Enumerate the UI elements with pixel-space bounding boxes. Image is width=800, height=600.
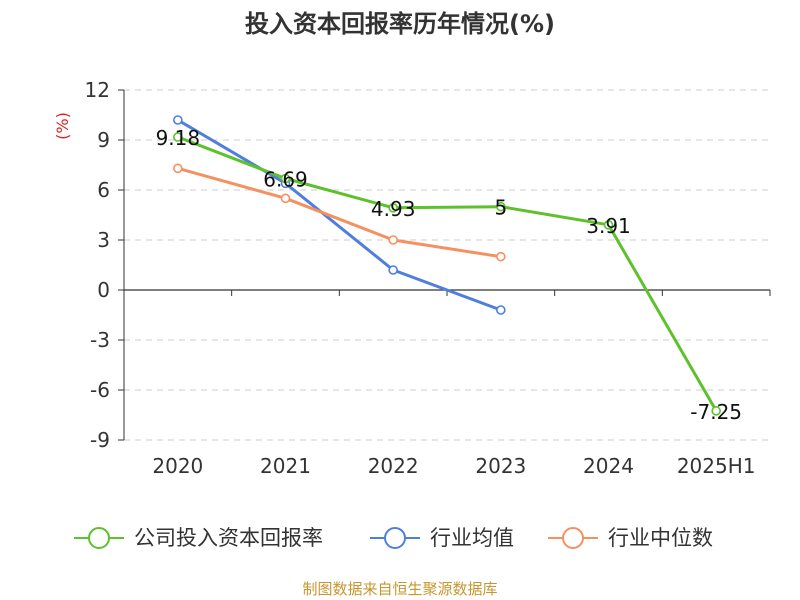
legend-marker [88, 527, 110, 549]
x-tick-label: 2022 [368, 454, 419, 478]
x-tick-label: 2024 [583, 454, 634, 478]
y-tick-label: 3 [97, 228, 110, 252]
grid [124, 89, 770, 441]
series-point-0 [711, 406, 721, 416]
legend: 公司投入资本回报率 行业均值 行业中位数 [74, 526, 713, 550]
legend-label: 行业均值 [430, 526, 514, 550]
y-tick-label: -6 [90, 378, 110, 402]
chart-title: 投入资本回报率历年情况(%) [245, 10, 555, 38]
series-line-0 [177, 135, 718, 412]
series-point-0 [496, 201, 506, 212]
legend-item: 公司投入资本回报率 [74, 526, 323, 550]
legend-label: 行业中位数 [608, 526, 713, 550]
legend-item: 行业均值 [370, 526, 514, 550]
data-label: 9.18 [156, 126, 201, 150]
series-point-0 [388, 203, 398, 213]
x-tick-label: 2025H1 [677, 454, 756, 478]
series-point-2 [280, 193, 291, 204]
y-tick-label: 12 [85, 78, 110, 102]
x-tick-label: 2020 [152, 454, 203, 478]
y-tick-label: 9 [97, 128, 110, 152]
series-point-2 [388, 235, 398, 245]
x-tick-label: 2021 [260, 454, 311, 478]
legend-label: 公司投入资本回报率 [134, 526, 323, 550]
series-point-2 [496, 251, 506, 262]
data-labels: 9.18 6.69 4.93 5 3.91 -7.25 [156, 126, 742, 424]
y-axis-unit: (%) [53, 112, 72, 140]
data-label: 5 [494, 196, 507, 220]
series-point-1 [496, 305, 506, 315]
series-point-1 [388, 265, 398, 275]
y-tick-label: -9 [90, 428, 110, 452]
y-tick-label: 6 [97, 178, 110, 202]
y-tick-label: -3 [90, 328, 110, 352]
series-point-0 [173, 132, 183, 142]
legend-marker [562, 527, 584, 549]
legend-marker [384, 527, 406, 549]
series-point-0 [280, 173, 291, 184]
series-line-2 [177, 166, 502, 259]
data-label: 3.91 [586, 214, 631, 238]
series-point-1 [173, 115, 183, 125]
series-line-1 [177, 118, 502, 312]
axes: 12 9 6 3 0 -3 -6 -9 2020 2021 2022 2023 2024 2025H1 [85, 78, 771, 478]
series-point-2 [173, 163, 183, 174]
source-note: 制图数据来自恒生聚源数据库 [302, 580, 497, 598]
legend-item: 行业中位数 [548, 526, 713, 550]
data-label: 6.69 [263, 168, 308, 192]
x-tick-label: 2023 [475, 454, 526, 478]
data-label: 4.93 [371, 197, 416, 221]
data-label: -7.25 [690, 400, 742, 424]
series-point-0 [603, 220, 614, 230]
series-layer [173, 115, 721, 416]
y-tick-label: 0 [97, 278, 110, 302]
